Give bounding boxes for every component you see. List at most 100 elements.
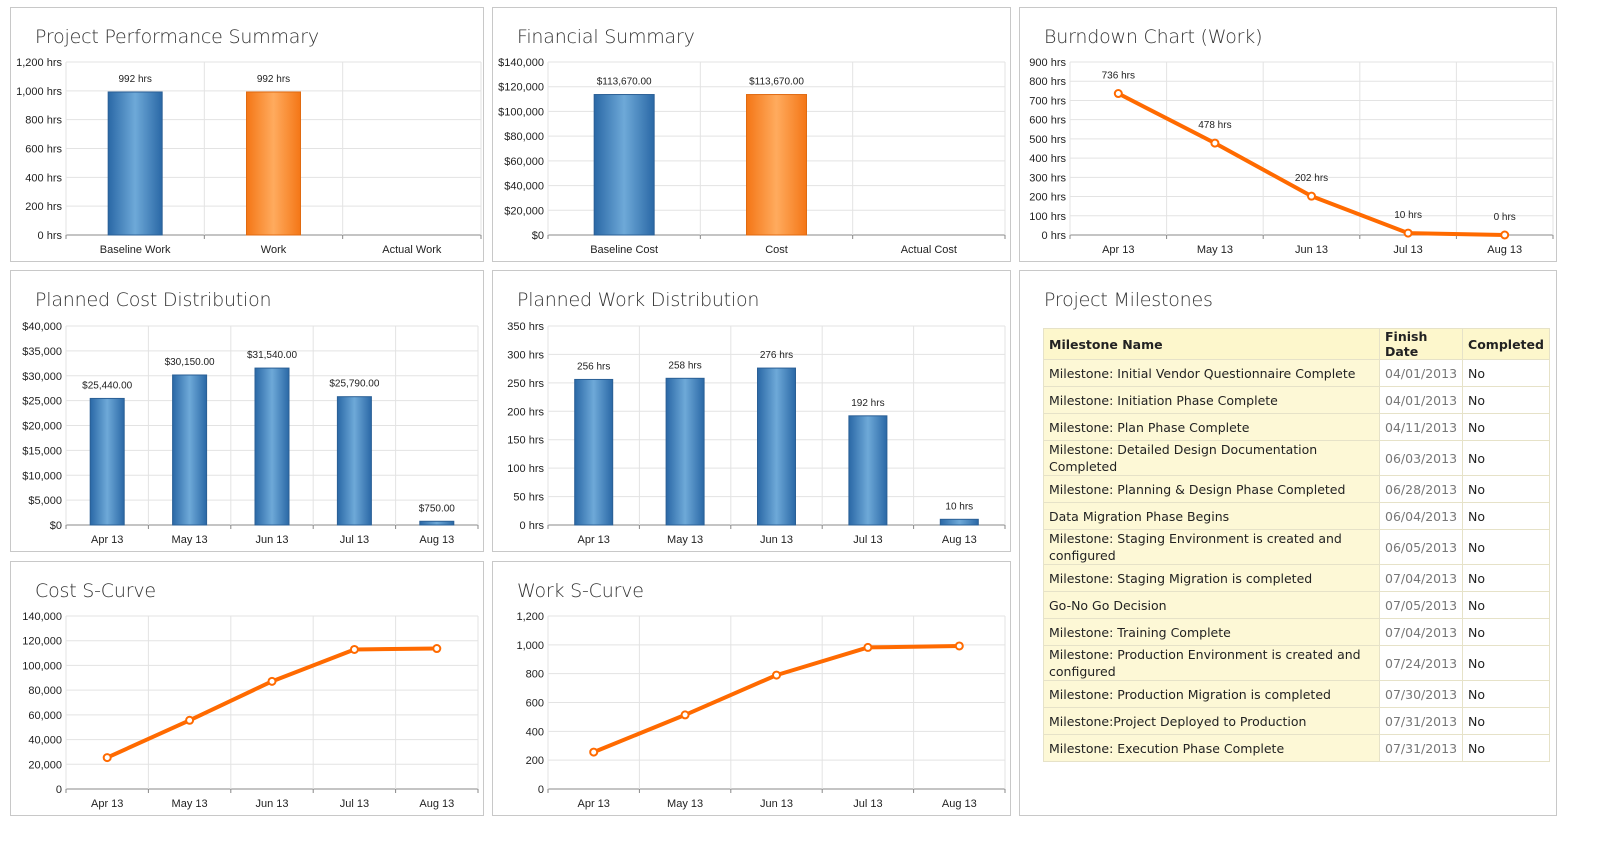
y-tick-label: 350 hrs (507, 321, 544, 333)
completed-cell: No (1462, 591, 1550, 619)
milestone-name-cell: Milestone: Staging Environment is create… (1043, 529, 1380, 565)
milestones-table: Milestone Name Finish Date Completed Miles… (1043, 328, 1550, 762)
table-row: Milestone: Execution Phase Complete 07/31… (1043, 734, 1550, 762)
data-point (772, 670, 781, 680)
bar (593, 94, 655, 236)
y-tick-label: 100,000 (22, 660, 62, 672)
bar (746, 94, 807, 236)
y-tick-label: 700 hrs (1029, 95, 1066, 107)
data-label: 258 hrs (668, 360, 701, 371)
table-row: Milestone: Training Complete 07/04/2013 No (1043, 618, 1550, 646)
data-label: 192 hrs (851, 398, 884, 409)
data-point (185, 715, 195, 725)
x-tick-label: Jul 13 (1393, 244, 1422, 256)
completed-cell: No (1462, 440, 1550, 476)
bar (336, 396, 372, 526)
data-point (1307, 191, 1316, 201)
y-tick-label: 800 (526, 669, 544, 681)
x-tick-label: Jul 13 (853, 534, 882, 546)
milestone-name-cell: Go-No Go Decision (1043, 591, 1380, 619)
data-point (432, 644, 442, 654)
series-line (1117, 91, 1505, 237)
x-tick-label: Jun 13 (255, 798, 288, 810)
y-tick-label: 1,000 (516, 640, 544, 652)
y-tick-label: 600 hrs (1029, 115, 1066, 127)
y-tick-label: $120,000 (498, 82, 544, 94)
milestone-name-cell: Data Migration Phase Begins (1043, 502, 1380, 530)
y-tick-label: 120,000 (22, 636, 62, 648)
completed-cell: No (1462, 475, 1550, 503)
y-tick-label: $30,000 (22, 371, 62, 383)
data-label: $113,670.00 (597, 77, 652, 88)
y-tick-label: 80,000 (28, 685, 62, 697)
finish-date-cell: 04/11/2013 (1378, 413, 1464, 441)
x-tick-label: Jul 13 (853, 798, 882, 810)
y-tick-label: $15,000 (22, 445, 62, 457)
milestone-name-cell: Milestone: Initiation Phase Complete (1043, 386, 1380, 414)
finish-date-cell: 06/03/2013 (1378, 440, 1464, 476)
data-point (1500, 230, 1510, 240)
data-label: 992 hrs (257, 74, 290, 85)
bar (574, 378, 614, 526)
y-tick-label: 100 hrs (1029, 211, 1066, 223)
x-tick-label: Jul 13 (340, 534, 369, 546)
data-label: 202 hrs (1295, 173, 1328, 184)
data-point (1403, 228, 1413, 238)
table-row: Go-No Go Decision 07/05/2013 No (1043, 591, 1550, 619)
table-row: Milestone: Staging Migration is complete… (1043, 564, 1550, 592)
x-tick-label: Jun 13 (760, 534, 793, 546)
data-label: $31,540.00 (247, 350, 297, 361)
y-tick-label: 150 hrs (507, 435, 544, 447)
y-tick-label: 1,200 (516, 611, 544, 623)
milestone-name-cell: Milestone: Detailed Design Documentation… (1043, 440, 1380, 476)
x-tick-label: Aug 13 (1487, 244, 1522, 256)
panel-burndown-chart: Burndown Chart (Work) (1019, 7, 1557, 262)
milestone-name-cell: Milestone: Training Complete (1043, 618, 1380, 646)
bar (419, 520, 455, 526)
data-label: 478 hrs (1198, 120, 1231, 131)
y-tick-label: 400 hrs (25, 172, 62, 184)
y-tick-label: 40,000 (28, 735, 62, 747)
column-header: Finish Date (1378, 328, 1464, 360)
data-point (349, 644, 359, 654)
data-point (589, 747, 599, 757)
y-tick-label: 600 hrs (25, 144, 62, 156)
milestone-name-cell: Milestone: Plan Phase Complete (1043, 413, 1380, 441)
table-row: Milestone: Detailed Design Documentation… (1043, 440, 1550, 476)
y-tick-label: 200 hrs (1029, 192, 1066, 204)
data-label: $750.00 (419, 503, 456, 514)
data-label: $113,670.00 (749, 77, 804, 88)
column-header: Completed (1462, 328, 1550, 360)
data-label: $25,440.00 (82, 380, 132, 391)
data-point (102, 753, 112, 763)
completed-cell: No (1462, 529, 1550, 565)
x-tick-label: Apr 13 (1102, 244, 1134, 256)
table-row: Milestone: Production Migration is compl… (1043, 680, 1550, 708)
y-tick-label: 250 hrs (507, 378, 544, 390)
bar (246, 91, 301, 236)
data-label: 736 hrs (1102, 71, 1135, 82)
x-tick-label: May 13 (172, 798, 208, 810)
chart-title: Work S-Curve (517, 580, 644, 602)
y-tick-label: $20,000 (504, 205, 544, 217)
table-row: Milestone: Initial Vendor Questionnaire … (1043, 359, 1550, 387)
x-tick-label: Apr 13 (577, 798, 609, 810)
finish-date-cell: 07/30/2013 (1378, 680, 1464, 708)
x-tick-label: May 13 (1197, 244, 1233, 256)
milestone-name-cell: Milestone: Planning & Design Phase Compl… (1043, 475, 1380, 503)
data-label: 992 hrs (118, 74, 151, 85)
completed-cell: No (1462, 707, 1550, 735)
data-label: $25,790.00 (329, 379, 379, 390)
y-tick-label: 300 hrs (507, 349, 544, 361)
y-tick-label: $40,000 (22, 321, 62, 333)
data-label: 10 hrs (1394, 210, 1422, 221)
completed-cell: No (1462, 734, 1550, 762)
table-row: Milestone: Staging Environment is create… (1043, 529, 1550, 565)
bar (107, 91, 163, 236)
y-tick-label: 50 hrs (513, 492, 544, 504)
milestone-name-cell: Milestone: Initial Vendor Questionnaire … (1043, 359, 1380, 387)
completed-cell: No (1462, 564, 1550, 592)
finish-date-cell: 06/04/2013 (1378, 502, 1464, 530)
x-tick-label: Aug 13 (419, 798, 454, 810)
